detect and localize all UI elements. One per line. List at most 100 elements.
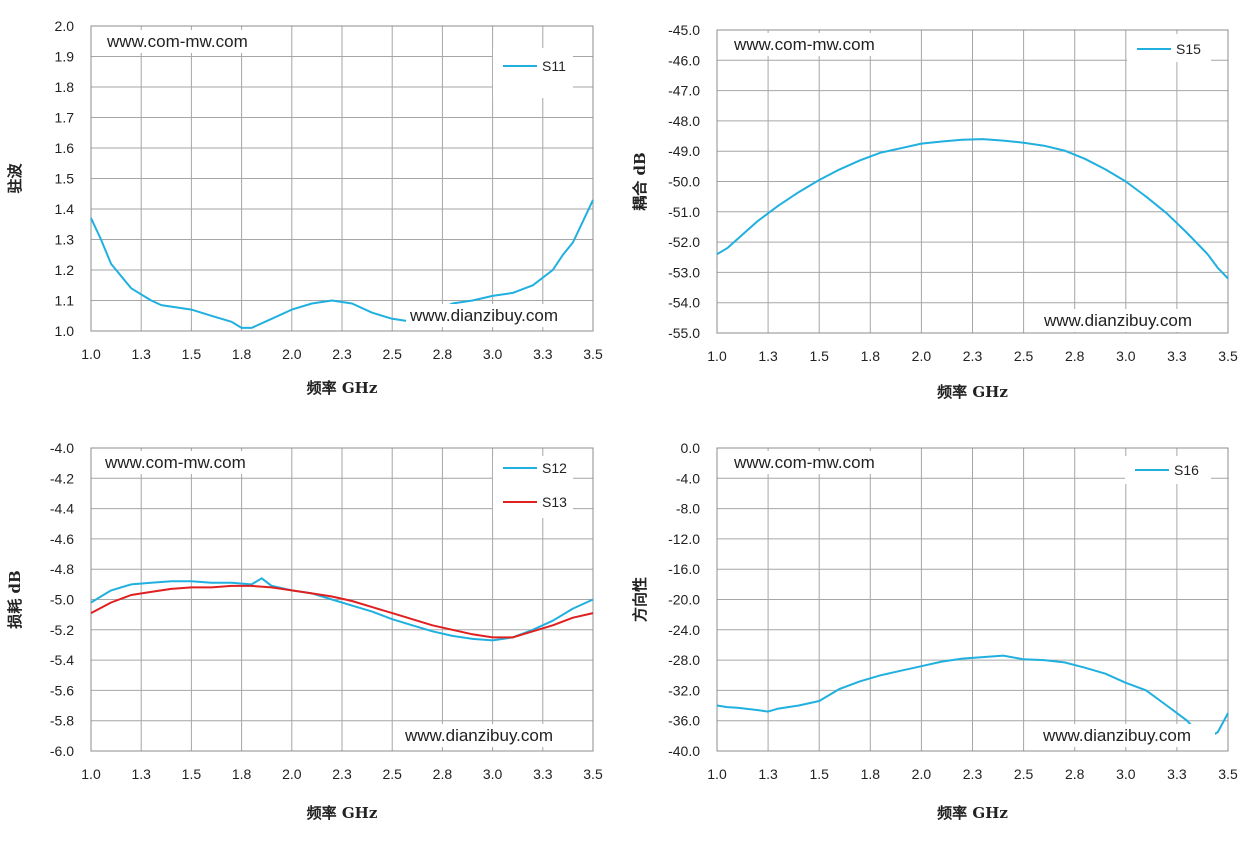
y-tick-label: -50.0: [668, 174, 700, 190]
x-tick-label: 2.5: [1014, 348, 1034, 364]
x-tick-label: 1.3: [131, 346, 151, 362]
x-tick-label: 3.5: [1218, 766, 1238, 782]
series-line-S16: [716, 654, 1229, 740]
y-tick-label: -4.8: [50, 561, 74, 577]
y-tick-label: -54.0: [668, 295, 700, 311]
x-tick-label: 1.5: [182, 346, 202, 362]
x-tick-label: 3.3: [1167, 348, 1187, 364]
y-tick-label: -48.0: [668, 113, 700, 129]
annotation-bg: [401, 724, 577, 747]
annotation-watermark: www.dianzibuy.com: [1043, 311, 1192, 330]
x-tick-label: 1.5: [809, 348, 829, 364]
annotation-bg: [730, 33, 898, 56]
annotation-watermark: www.dianzibuy.com: [1042, 726, 1191, 745]
x-tick-label: 1.5: [182, 766, 202, 782]
x-tick-label: 2.0: [912, 348, 932, 364]
y-tick-label: 1.7: [55, 110, 75, 126]
x-tick-label: 3.5: [583, 346, 603, 362]
y-tick-label: -46.0: [668, 52, 700, 68]
y-tick-label: -36.0: [668, 713, 700, 729]
y-tick-label: 2.0: [55, 18, 75, 34]
y-tick-label: -4.0: [50, 440, 74, 456]
y-tick-label: -5.2: [50, 622, 74, 638]
x-axis-label: 频率 GHz: [307, 804, 378, 822]
annotation-watermark: www.dianzibuy.com: [404, 726, 553, 745]
y-tick-label: -5.0: [50, 592, 74, 608]
y-axis-label: 驻波: [6, 163, 24, 194]
y-tick-label: -5.6: [50, 682, 74, 698]
y-tick-label: -6.0: [50, 743, 74, 759]
y-tick-label: 1.0: [55, 323, 75, 339]
x-tick-label: 3.5: [1218, 348, 1238, 364]
y-tick-label: -16.0: [668, 561, 700, 577]
x-axis-label: 频率 GHz: [937, 383, 1008, 401]
legend-label: S13: [542, 494, 567, 510]
x-tick-label: 2.0: [282, 766, 302, 782]
x-tick-label: 3.0: [483, 766, 503, 782]
x-tick-label: 2.0: [912, 766, 932, 782]
y-tick-label: -12.0: [668, 531, 700, 547]
plot-frame: [90, 25, 594, 332]
x-tick-label: 3.0: [1116, 348, 1136, 364]
annotation-bg: [101, 451, 269, 474]
x-tick-label: 1.3: [758, 348, 778, 364]
y-tick-label: -53.0: [668, 264, 700, 280]
annotation-watermark: www.com-mw.com: [104, 453, 246, 472]
x-tick-label: 2.3: [963, 766, 983, 782]
annotation-bg: [730, 451, 898, 474]
chart-panel-4: 1.0 1.3 1.5 1.8 2.0 2.3 2.5 2.8 3.0 3.3 3.5 0.0 -4.0…: [631, 440, 1238, 822]
x-tick-label: 1.0: [81, 346, 101, 362]
series-line-S15: [716, 138, 1229, 280]
x-tick-label: 2.3: [963, 348, 983, 364]
y-tick-label: -4.6: [50, 531, 74, 547]
y-tick-label: -52.0: [668, 234, 700, 250]
x-tick-label: 2.8: [433, 346, 453, 362]
y-axis-label: 损耗 dB: [6, 570, 24, 628]
x-tick-label: 3.0: [1116, 766, 1136, 782]
chart-panel-3: 1.0 1.3 1.5 1.8 2.0 2.3 2.5 2.8 3.0 3.3 3.5 -4.0 -4.…: [6, 440, 603, 822]
legend-box: [493, 456, 573, 518]
x-tick-label: 1.8: [861, 348, 881, 364]
series-line-S13: [90, 584, 594, 639]
x-tick-label: 1.8: [861, 766, 881, 782]
y-axis-label: 耦合 dB: [631, 152, 649, 210]
x-tick-label: 1.5: [809, 766, 829, 782]
annotation-bg: [1039, 724, 1215, 747]
x-tick-label: 3.3: [533, 346, 553, 362]
y-tick-label: 1.5: [55, 171, 75, 187]
x-axis-label: 频率 GHz: [937, 804, 1008, 822]
y-tick-label: 0.0: [681, 440, 701, 456]
x-tick-label: 2.5: [382, 766, 402, 782]
plot-frame: [716, 29, 1229, 334]
x-tick-label: 2.8: [1065, 766, 1085, 782]
annotation-watermark: www.com-mw.com: [733, 35, 875, 54]
y-tick-label: -5.8: [50, 713, 74, 729]
x-tick-label: 2.3: [332, 766, 352, 782]
x-axis-label: 频率 GHz: [307, 379, 378, 397]
x-tick-label: 2.8: [1065, 348, 1085, 364]
annotation-watermark: www.com-mw.com: [106, 32, 248, 51]
y-tick-label: 1.3: [55, 232, 75, 248]
legend-label: S11: [542, 58, 566, 74]
x-tick-label: 3.0: [483, 346, 503, 362]
y-tick-label: -45.0: [668, 22, 700, 38]
y-tick-label: -5.4: [50, 652, 74, 668]
y-tick-label: -49.0: [668, 143, 700, 159]
x-tick-label: 1.0: [81, 766, 101, 782]
annotation-watermark: www.com-mw.com: [733, 453, 875, 472]
y-tick-label: -55.0: [668, 325, 700, 341]
y-tick-label: -32.0: [668, 682, 700, 698]
x-tick-label: 3.3: [533, 766, 553, 782]
y-tick-label: 1.9: [55, 49, 75, 65]
x-tick-label: 2.5: [382, 346, 402, 362]
y-tick-label: -4.4: [50, 501, 74, 517]
annotation-bg: [103, 30, 271, 53]
x-tick-label: 1.3: [131, 766, 151, 782]
legend-label: S15: [1176, 41, 1201, 57]
x-tick-label: 1.3: [758, 766, 778, 782]
y-tick-label: -28.0: [668, 652, 700, 668]
y-tick-label: -24.0: [668, 622, 700, 638]
x-tick-label: 3.3: [1167, 766, 1187, 782]
y-tick-label: -8.0: [676, 501, 700, 517]
